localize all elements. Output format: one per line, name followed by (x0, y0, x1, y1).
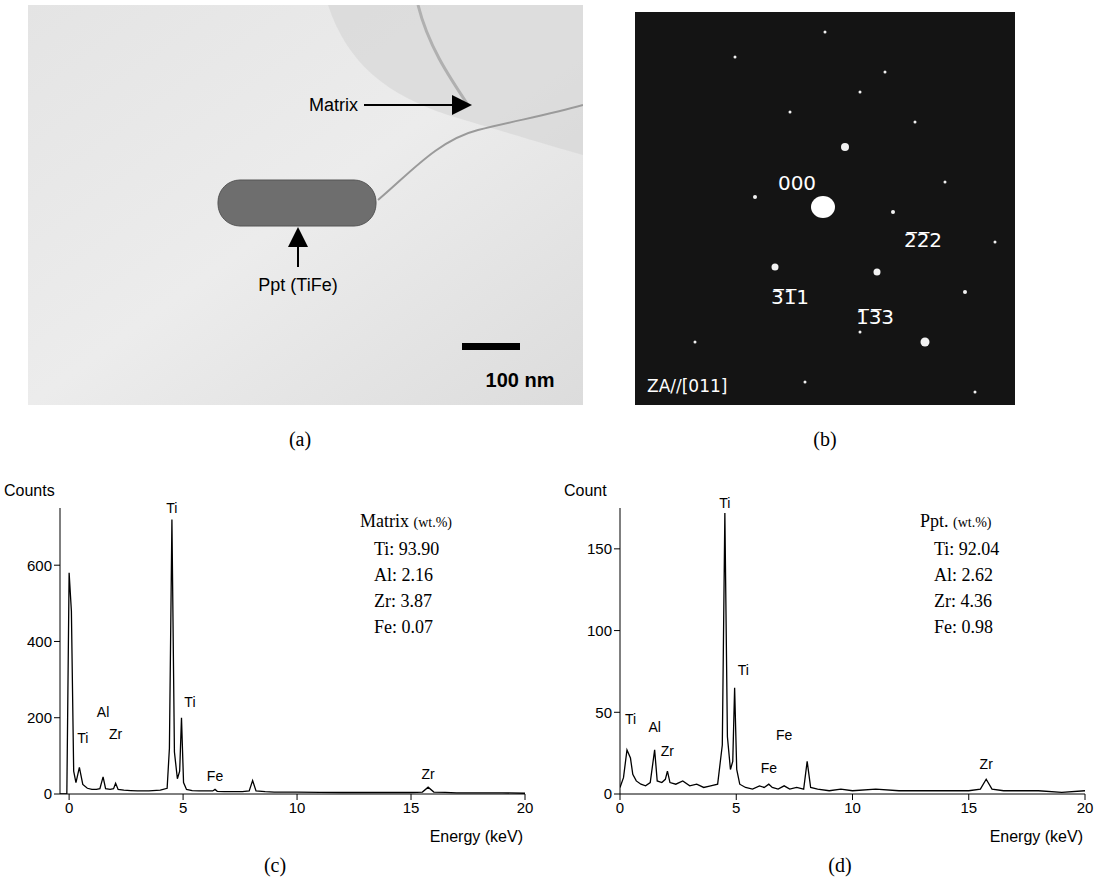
html-text:Ti: 93.90: Ti: 93.90 (374, 539, 440, 559)
html-text:Matrix (wt.%): Matrix (wt.%) (360, 511, 452, 531)
svg-text:5: 5 (179, 799, 187, 816)
html-text:Al: 2.62: Al: 2.62 (934, 565, 993, 585)
svg-text:Zr: Zr (661, 743, 675, 759)
svg-text:Energy (keV): Energy (keV) (990, 828, 1083, 845)
svg-text:Matrix: Matrix (309, 95, 358, 115)
html-text:Zr: 4.36: Zr: 4.36 (934, 591, 992, 611)
svg-text:0: 0 (616, 799, 624, 816)
html-text:Zr: 3.87: Zr: 3.87 (374, 591, 432, 611)
html-text:(b): (b) (813, 428, 837, 450)
svg-text:000: 000 (778, 171, 816, 195)
svg-text:50: 50 (595, 704, 612, 721)
svg-text:100 nm: 100 nm (486, 369, 555, 391)
svg-text:1̅3̅3: 1̅3̅3 (856, 305, 894, 329)
svg-text:0: 0 (65, 799, 73, 816)
svg-text:ZA//[011]: ZA//[011] (647, 376, 727, 396)
html-text:(d): (d) (828, 854, 852, 876)
html-text:Ppt. (wt.%): Ppt. (wt.%) (920, 511, 992, 531)
svg-text:15: 15 (960, 799, 977, 816)
svg-text:Zr: Zr (422, 766, 436, 782)
svg-text:20: 20 (517, 799, 534, 816)
html-text:Fe: 0.98: Fe: 0.98 (934, 617, 993, 637)
svg-text:20: 20 (1077, 799, 1094, 816)
svg-text:Zr: Zr (980, 756, 994, 772)
svg-text:400: 400 (27, 633, 52, 650)
svg-text:150: 150 (587, 540, 612, 557)
svg-text:10: 10 (289, 799, 306, 816)
svg-text:0: 0 (44, 785, 52, 802)
svg-text:0: 0 (604, 785, 612, 802)
svg-text:600: 600 (27, 557, 52, 574)
svg-text:2̅2̅2: 2̅2̅2 (904, 228, 942, 252)
svg-text:10: 10 (844, 799, 861, 816)
svg-text:Ti: Ti (719, 495, 730, 511)
svg-text:Ti: Ti (77, 730, 88, 746)
svg-text:Al: Al (97, 704, 109, 720)
svg-text:Fe: Fe (761, 760, 778, 776)
html-text:(c): (c) (263, 854, 287, 876)
html-text:(a): (a) (288, 428, 312, 450)
svg-text:100: 100 (587, 622, 612, 639)
svg-text:200: 200 (27, 709, 52, 726)
svg-text:5: 5 (732, 799, 740, 816)
svg-text:Ti: Ti (166, 500, 177, 516)
svg-text:Ppt (TiFe): Ppt (TiFe) (258, 275, 337, 295)
svg-text:Ti: Ti (738, 662, 749, 678)
svg-text:Ti: Ti (184, 694, 195, 710)
html-text:Fe: 0.07: Fe: 0.07 (374, 617, 433, 637)
svg-text:Fe: Fe (207, 768, 224, 784)
svg-text:Ti: Ti (625, 711, 636, 727)
svg-text:Zr: Zr (109, 726, 123, 742)
svg-text:Fe: Fe (776, 727, 793, 743)
html-text:Counts: Counts (4, 482, 55, 499)
svg-text:15: 15 (403, 799, 420, 816)
svg-text:Energy (keV): Energy (keV) (430, 828, 523, 845)
svg-text:Al: Al (648, 719, 660, 735)
html-text:Al: 2.16: Al: 2.16 (374, 565, 433, 585)
svg-text:3̅1̅1: 3̅1̅1 (771, 285, 809, 309)
html-text:Ti: 92.04: Ti: 92.04 (934, 539, 1000, 559)
html-text:Count: Count (564, 482, 607, 499)
